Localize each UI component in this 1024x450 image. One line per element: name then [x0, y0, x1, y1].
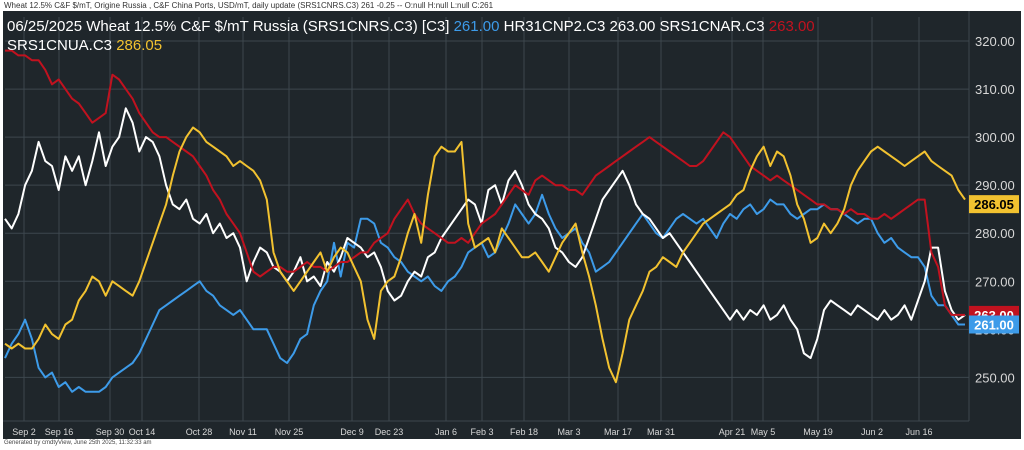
chart-title-line-1: 06/25/2025 Wheat 12.5% C&F $/mT Russia (… [7, 18, 815, 35]
last-value-label-SRS1CNRS.C3: 261.00 [969, 315, 1019, 334]
x-tick-label: Sep 30 [96, 427, 125, 437]
x-tick-label: Mar 3 [557, 427, 580, 437]
title-segment-5: 286.05 [116, 37, 162, 54]
title-segment-1: 261.00 [454, 18, 500, 35]
y-tick-label-270: 270.00 [975, 274, 1015, 289]
chart-panel: 250.00260.00270.00280.00290.00300.00310.… [3, 11, 1021, 439]
series-lines [4, 49, 966, 393]
x-tick-label: Sep 2 [12, 427, 36, 437]
generated-footer: Generated by cmdtyView, June 25th 2025, … [4, 440, 152, 446]
y-tick-label-320: 320.00 [975, 34, 1015, 49]
y-tick-label-250: 250.00 [975, 370, 1015, 385]
last-value-text: 286.05 [974, 197, 1014, 212]
y-tick-label-300: 300.00 [975, 130, 1015, 145]
last-value-box [969, 315, 1019, 334]
x-tick-label: Jun 16 [905, 427, 932, 437]
last-value-text: 261.00 [974, 318, 1014, 333]
last-value-label-SRS1CNUA.C3: 286.05 [969, 195, 1019, 214]
x-tick-label: Oct 14 [129, 427, 156, 437]
x-tick-label: May 19 [803, 427, 833, 437]
chart-title-line-2: SRS1CNUA.C3 286.05 [7, 37, 162, 54]
title-segment-2: HR31CNP2.C3 263.00 SRS1CNAR.C3 [499, 18, 768, 35]
x-tick-label: Jun 2 [861, 427, 883, 437]
series-line-HR31CNP2.C3 [4, 107, 966, 360]
x-tick-label: May 5 [751, 427, 776, 437]
x-tick-label: Sep 16 [45, 427, 74, 437]
x-tick-label: Feb 3 [470, 427, 493, 437]
x-axis: Sep 2 Sep 16 Sep 30 Oct 14 Oct 28 Nov 11 Nov 2… [12, 427, 932, 437]
y-tick-label-280: 280.00 [975, 226, 1015, 241]
x-tick-label: Feb 18 [510, 427, 538, 437]
x-tick-label: Mar 31 [647, 427, 675, 437]
y-tick-label-310: 310.00 [975, 82, 1015, 97]
x-tick-label: Dec 23 [375, 427, 404, 437]
series-line-SRS1CNUA.C3 [4, 126, 966, 384]
x-tick-label: Oct 28 [186, 427, 213, 437]
x-tick-label: Dec 9 [340, 427, 364, 437]
title-segment-0: 06/25/2025 Wheat 12.5% C&F $/mT Russia (… [7, 18, 454, 35]
x-tick-label: Jan 6 [435, 427, 457, 437]
title-segment-4: SRS1CNUA.C3 [7, 37, 116, 54]
series-line-SRS1CNAR.C3 [5, 49, 965, 316]
grid-lines [3, 11, 970, 422]
x-tick-label: Nov 11 [229, 427, 257, 437]
x-tick-label: Mar 17 [604, 427, 632, 437]
line-chart: 250.00260.00270.00280.00290.00300.00310.… [3, 11, 1019, 437]
chart-info-line: Wheat 12.5% C&F $/mT, Origine Russia , C… [4, 1, 494, 10]
last-value-box [969, 195, 1019, 214]
x-tick-label: Nov 25 [275, 427, 304, 437]
title-segment-3: 263.00 [769, 18, 815, 35]
series-line-SRS1CNRS.C3 [4, 193, 965, 393]
y-tick-label-290: 290.00 [975, 178, 1015, 193]
x-tick-label: Apr 21 [719, 427, 746, 437]
